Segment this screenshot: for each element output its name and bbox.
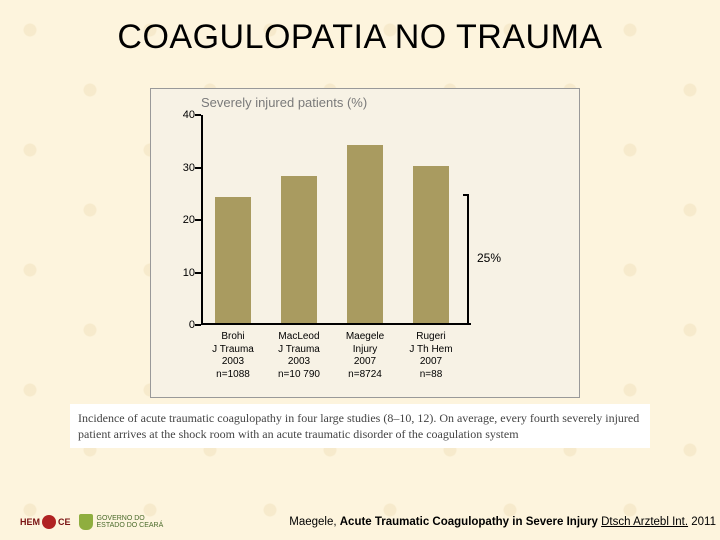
y-tick-label: 0: [171, 319, 195, 331]
y-tick-label: 30: [171, 162, 195, 174]
blood-drop-icon: [42, 515, 56, 529]
citation-title: Acute Traumatic Coagulopathy in Severe I…: [340, 516, 601, 528]
figure-caption: Incidence of acute traumatic coagulopath…: [70, 404, 650, 448]
y-tick: [195, 324, 201, 326]
shield-icon: [79, 514, 93, 530]
chart-container: Severely injured patients (%) 010203040B…: [150, 88, 580, 398]
citation-journal: Dtsch Arztebl Int.: [601, 516, 688, 528]
slide-title: COAGULOPATIA NO TRAUMA: [0, 18, 720, 57]
logo-hemce: HEM CE: [20, 515, 71, 529]
logo-hemce-text-1: HEM: [20, 517, 40, 527]
y-tick: [195, 219, 201, 221]
logo-ceara: GOVERNO DO ESTADO DO CEARÁ: [79, 514, 164, 530]
logo-hemce-text-2: CE: [58, 517, 71, 527]
y-tick: [195, 167, 201, 169]
y-tick-label: 20: [171, 214, 195, 226]
chart-bar: [413, 166, 449, 324]
citation-author: Maegele,: [289, 516, 340, 528]
annotation-bracket-label: 25%: [477, 251, 501, 265]
chart-bar: [215, 197, 251, 323]
bar-category-label: RugeriJ Th Hem2007n=88: [396, 331, 466, 381]
footer-logos: HEM CE GOVERNO DO ESTADO DO CEARÁ: [20, 514, 163, 530]
chart-bar: [281, 176, 317, 323]
chart-plot-area: 010203040BrohiJ Trauma2003n=1088MacLeodJ…: [201, 115, 471, 325]
y-axis: [201, 115, 203, 325]
y-tick-label: 10: [171, 267, 195, 279]
x-axis: [201, 323, 471, 325]
bar-category-label: BrohiJ Trauma2003n=1088: [198, 331, 268, 381]
y-tick: [195, 114, 201, 116]
citation-year: 2011: [688, 516, 716, 528]
logo-ceara-text: GOVERNO DO ESTADO DO CEARÁ: [97, 515, 164, 529]
chart-y-axis-title: Severely injured patients (%): [201, 95, 367, 110]
annotation-bracket: [463, 194, 469, 325]
y-tick-label: 40: [171, 109, 195, 121]
bar-category-label: MacLeodJ Trauma2003n=10 790: [264, 331, 334, 381]
chart-bar: [347, 145, 383, 324]
bar-category-label: MaegeleInjury2007n=8724: [330, 331, 400, 381]
citation: Maegele, Acute Traumatic Coagulopathy in…: [289, 516, 716, 528]
y-tick: [195, 272, 201, 274]
slide: COAGULOPATIA NO TRAUMA Severely injured …: [0, 0, 720, 540]
